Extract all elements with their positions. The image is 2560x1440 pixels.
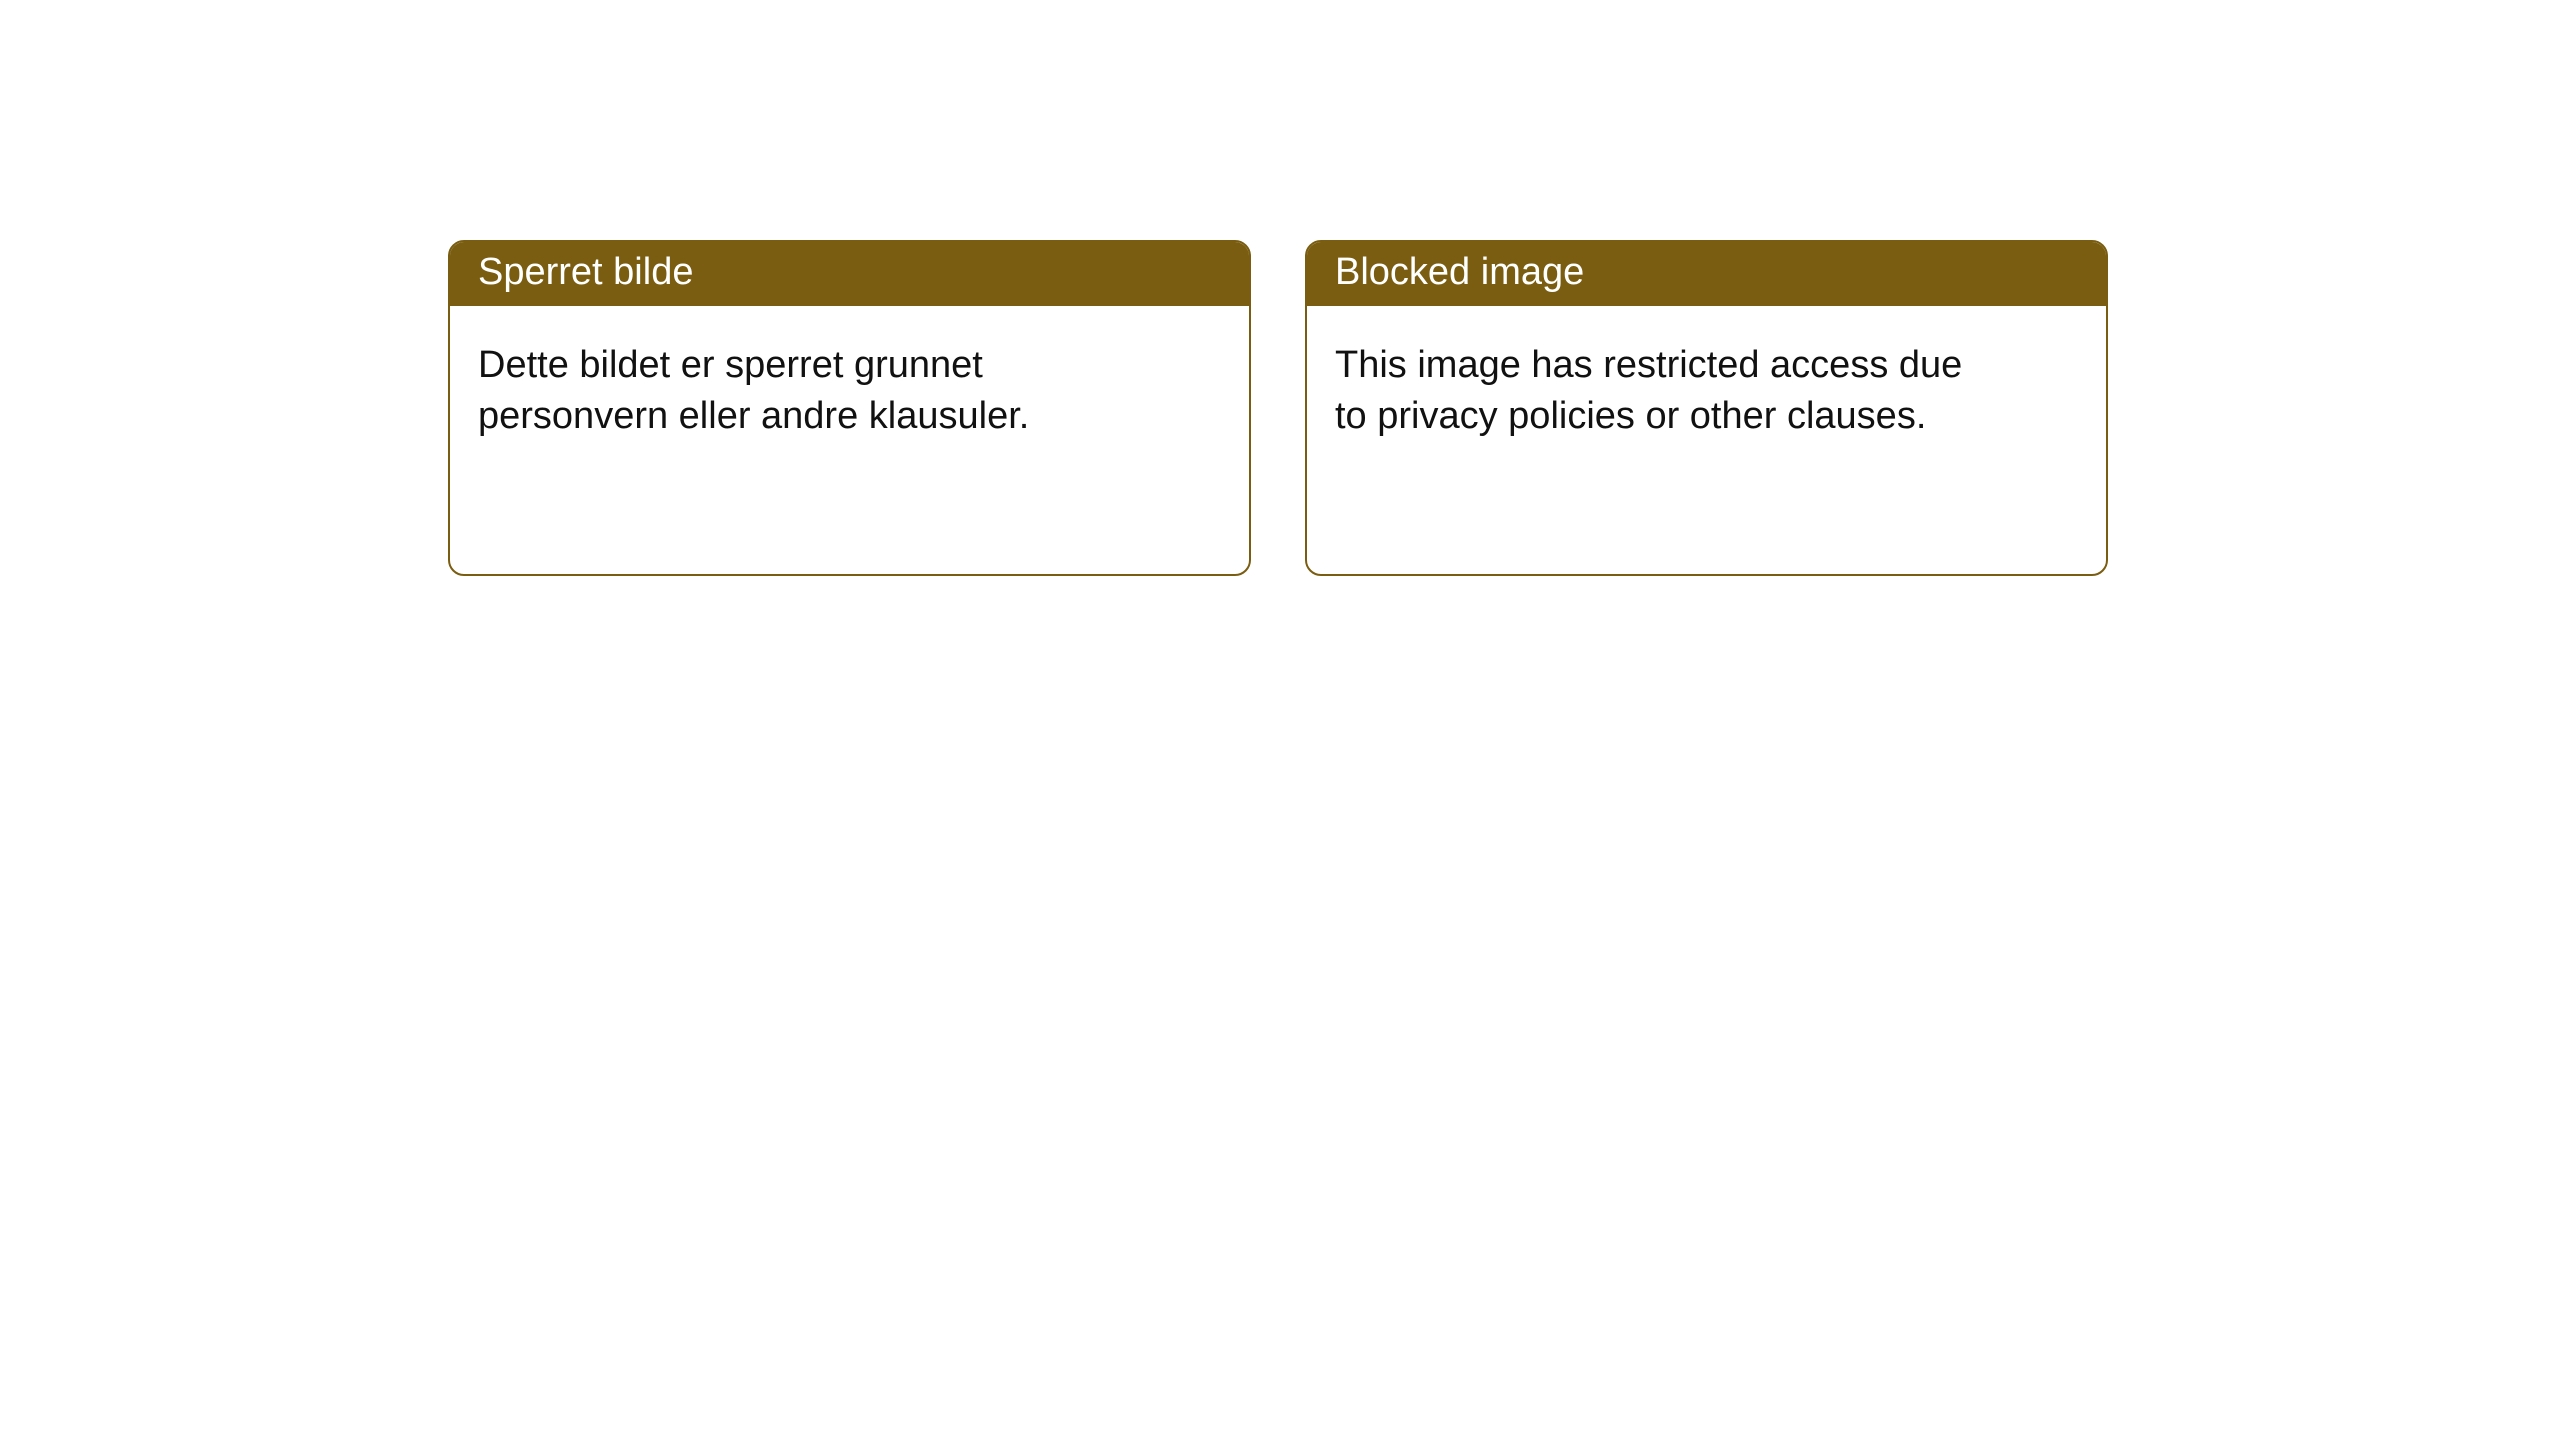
notice-header-en: Blocked image (1307, 242, 2106, 306)
notice-container: Sperret bilde Dette bildet er sperret gr… (0, 0, 2560, 576)
notice-card-no: Sperret bilde Dette bildet er sperret gr… (448, 240, 1251, 576)
notice-body-no: Dette bildet er sperret grunnet personve… (450, 306, 1150, 477)
notice-text-no: Dette bildet er sperret grunnet personve… (478, 344, 1029, 437)
notice-title-no: Sperret bilde (478, 251, 693, 293)
notice-card-en: Blocked image This image has restricted … (1305, 240, 2108, 576)
notice-header-no: Sperret bilde (450, 242, 1249, 306)
notice-body-en: This image has restricted access due to … (1307, 306, 2007, 477)
notice-title-en: Blocked image (1335, 251, 1584, 293)
notice-text-en: This image has restricted access due to … (1335, 344, 1962, 437)
